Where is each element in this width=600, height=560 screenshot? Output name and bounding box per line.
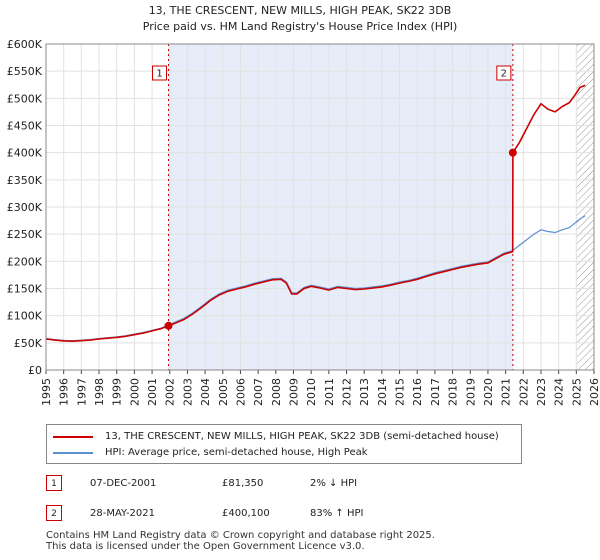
- y-tick-label: £400K: [7, 147, 43, 160]
- y-tick-label: £0: [28, 364, 42, 377]
- price-chart: 13, THE CRESCENT, NEW MILLS, HIGH PEAK, …: [7, 4, 600, 406]
- x-tick-label: 1995: [40, 378, 53, 406]
- chart-title: 13, THE CRESCENT, NEW MILLS, HIGH PEAK, …: [149, 4, 452, 17]
- y-tick-label: £200K: [7, 255, 43, 268]
- x-tick-label: 2018: [447, 378, 460, 406]
- x-tick-label: 2007: [252, 378, 265, 406]
- x-tick-label: 2025: [570, 378, 583, 406]
- plot-frame: [45, 43, 595, 371]
- legend-label-hpi: HPI: Average price, semi-detached house,…: [105, 447, 368, 458]
- x-tick-label: 2003: [181, 378, 194, 406]
- x-tick-label: 1997: [75, 378, 88, 406]
- transaction-marker-label: 2: [501, 69, 507, 80]
- transaction-row: 2 28-MAY-2021 £400,100 83% ↑ HPI: [46, 504, 566, 524]
- transaction-date: 07-DEC-2001: [90, 478, 157, 489]
- x-tick-label: 2023: [535, 378, 548, 406]
- y-tick-label: £100K: [7, 310, 43, 323]
- x-tick-label: 2014: [376, 378, 389, 406]
- x-tick-label: 2013: [358, 378, 371, 406]
- transaction-point: [508, 148, 517, 157]
- y-tick-label: £50K: [14, 337, 43, 350]
- x-tick-label: 2021: [500, 378, 513, 406]
- x-tick-label: 2009: [287, 378, 300, 406]
- x-tick-label: 2005: [217, 378, 230, 406]
- x-tick-label: 2002: [164, 378, 177, 406]
- footer-licence: This data is licensed under the Open Gov…: [46, 541, 365, 552]
- x-tick-label: 2006: [234, 378, 247, 406]
- x-tick-label: 2001: [146, 378, 159, 406]
- y-tick-label: £550K: [7, 65, 43, 78]
- x-tick-label: 2004: [199, 378, 212, 406]
- y-tick-label: £450K: [7, 120, 43, 133]
- chart-subtitle: Price paid vs. HM Land Registry's House …: [143, 20, 458, 33]
- x-tick-label: 2026: [588, 378, 600, 406]
- transaction-price: £81,350: [222, 478, 264, 489]
- transaction-point: [164, 321, 173, 330]
- transaction-marker-box: [152, 65, 168, 81]
- transaction-price: £400,100: [222, 508, 270, 519]
- transaction-badge: 2: [46, 505, 62, 521]
- x-tick-label: 2011: [323, 378, 336, 406]
- legend-label-property: 13, THE CRESCENT, NEW MILLS, HIGH PEAK, …: [105, 431, 499, 442]
- transaction-hpi-delta: 83% ↑ HPI: [310, 508, 364, 519]
- x-tick-label: 1998: [93, 378, 106, 406]
- y-tick-label: £150K: [7, 283, 43, 296]
- x-tick-label: 2022: [517, 378, 530, 406]
- x-tick-label: 1999: [111, 378, 124, 406]
- footer-copyright: Contains HM Land Registry data © Crown c…: [46, 530, 435, 541]
- transaction-badge: 1: [46, 475, 62, 491]
- y-tick-label: £350K: [7, 174, 43, 187]
- x-tick-label: 2017: [429, 378, 442, 406]
- legend-swatch-hpi: [53, 452, 93, 454]
- x-tick-label: 2012: [341, 378, 354, 406]
- transaction-date: 28-MAY-2021: [90, 508, 156, 519]
- x-tick-label: 2000: [128, 378, 141, 406]
- footer: Contains HM Land Registry data © Crown c…: [46, 530, 435, 552]
- y-tick-label: £250K: [7, 228, 43, 241]
- y-tick-label: £500K: [7, 92, 43, 105]
- transaction-hpi-delta: 2% ↓ HPI: [310, 478, 358, 489]
- legend-swatch-property: [53, 436, 93, 438]
- y-tick-label: £600K: [7, 38, 43, 51]
- x-tick-label: 2024: [553, 378, 566, 406]
- legend: 13, THE CRESCENT, NEW MILLS, HIGH PEAK, …: [46, 424, 522, 464]
- x-tick-label: 2008: [270, 378, 283, 406]
- transaction-row: 1 07-DEC-2001 £81,350 2% ↓ HPI: [46, 474, 566, 494]
- y-tick-label: £300K: [7, 201, 43, 214]
- x-tick-label: 2010: [305, 378, 318, 406]
- x-tick-label: 1996: [58, 378, 71, 406]
- x-tick-label: 2019: [464, 378, 477, 406]
- property-price-line: [45, 84, 586, 343]
- x-tick-label: 2016: [411, 378, 424, 406]
- x-tick-label: 2020: [482, 378, 495, 406]
- transaction-marker-label: 1: [156, 69, 162, 80]
- x-tick-label: 2015: [394, 378, 407, 406]
- transaction-marker-box: [496, 65, 512, 81]
